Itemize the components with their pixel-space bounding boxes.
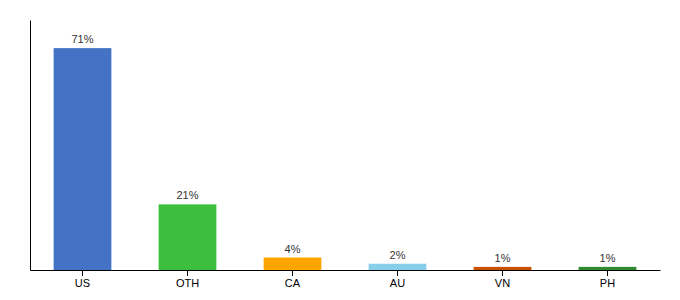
data-label: 71% — [71, 33, 93, 45]
tick-mark — [187, 270, 188, 276]
data-label: 1% — [600, 252, 616, 264]
tick: US — [75, 270, 90, 289]
data-label: 4% — [285, 243, 301, 255]
chart: US OTH CA AU VN PH 71% 21% 4% 2% 1% 1% — [0, 0, 680, 300]
bar — [159, 204, 217, 270]
bar — [369, 264, 427, 270]
y-axis — [30, 21, 31, 271]
x-axis-line — [31, 270, 661, 271]
tick: VN — [495, 270, 510, 289]
bar — [54, 48, 112, 270]
tick-mark — [607, 270, 608, 276]
tick: AU — [390, 270, 405, 289]
tick-label: PH — [600, 277, 615, 289]
tick: PH — [600, 270, 615, 289]
plot: US OTH CA AU VN PH 71% 21% 4% 2% 1% 1% — [31, 21, 661, 289]
data-label: 21% — [176, 189, 198, 201]
y-axis-line — [30, 21, 31, 271]
tick-mark — [502, 270, 503, 276]
tick-label: OTH — [176, 277, 199, 289]
tick: CA — [285, 270, 301, 289]
bar — [264, 258, 322, 271]
tick-label: US — [75, 277, 90, 289]
tick-label: AU — [390, 277, 405, 289]
tick-label: VN — [495, 277, 510, 289]
tick: OTH — [176, 270, 199, 289]
data-label: 1% — [495, 252, 511, 264]
data-labels: 71% 21% 4% 2% 1% 1% — [71, 33, 615, 264]
tick-mark — [397, 270, 398, 276]
tick-label: CA — [285, 277, 301, 289]
data-label: 2% — [390, 249, 406, 261]
tick-mark — [82, 270, 83, 276]
x-axis: US OTH CA AU VN PH — [31, 270, 661, 289]
bar — [474, 267, 532, 270]
bars — [54, 48, 637, 270]
bar — [579, 267, 637, 270]
tick-mark — [292, 270, 293, 276]
